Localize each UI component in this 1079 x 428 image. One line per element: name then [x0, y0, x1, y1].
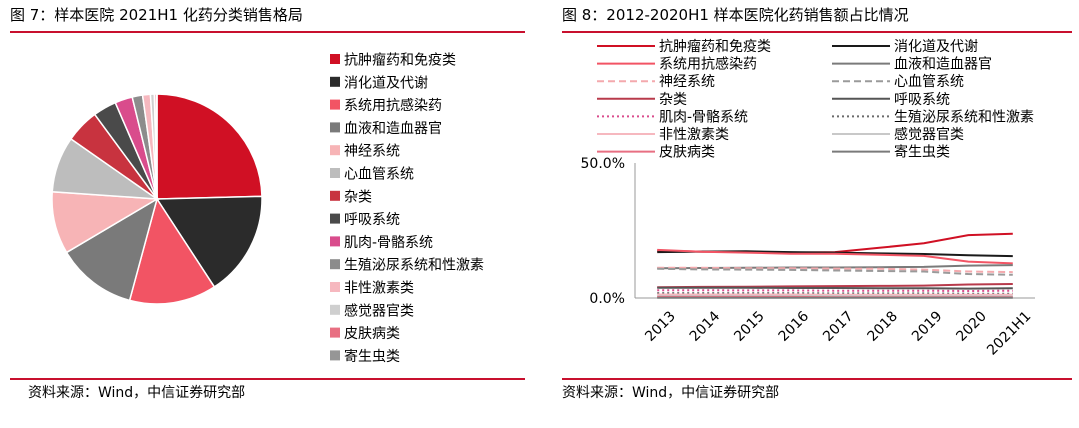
y-tick-label: 0.0% [589, 291, 625, 307]
series-line [657, 267, 1013, 276]
pie-legend-label: 非性激素类 [344, 280, 414, 297]
pie-slice [156, 93, 263, 200]
pie-legend-swatch [330, 168, 340, 178]
pie-legend-swatch [330, 259, 340, 270]
pie-legend-label: 肌肉-骨骼系统 [344, 235, 433, 251]
pie-figure-title: 图 7：样本医院 2021H1 化药分类销售格局 [10, 6, 303, 24]
pie-legend-label: 寄生虫类 [344, 348, 400, 365]
series-line [657, 289, 1013, 293]
y-tick-label: 50.0% [581, 156, 625, 172]
pie-legend-swatch [330, 350, 340, 361]
pie-legend-label: 皮肤病类 [344, 326, 400, 342]
line-source-note: 资料来源：Wind，中信证券研究部 [562, 385, 780, 401]
line-legend-label: 心血管系统 [894, 74, 964, 90]
pie-legend-swatch [330, 282, 340, 292]
series-line [657, 248, 1013, 265]
line-legend-label: 呼吸系统 [894, 92, 950, 108]
x-tick-label: 2015 [731, 308, 768, 345]
pie-legend-swatch [330, 236, 340, 247]
pie-chart: 抗肿瘤药和免疫类消化道及代谢系统用抗感染药血液和造血器官神经系统心血管系统杂类呼… [51, 52, 484, 365]
pie-legend-label: 血液和造血器官 [344, 121, 442, 137]
pie-legend-swatch [330, 190, 340, 201]
pie-legend-label: 消化道及代谢 [344, 75, 428, 91]
pie-legend-label: 抗肿瘤药和免疫类 [344, 52, 456, 69]
x-tick-label: 2016 [776, 308, 813, 345]
line-figure-title: 图 8：2012-2020H1 样本医院化药销售额占比情况 [562, 6, 909, 24]
pie-slice [128, 197, 216, 305]
series-line [657, 232, 1013, 254]
line-legend-label: 血液和造血器官 [894, 57, 992, 73]
line-legend-label: 感觉器官类 [894, 126, 964, 143]
pie-legend-swatch [330, 145, 340, 156]
pie-top-rule [10, 31, 525, 33]
series-line [657, 292, 1013, 295]
line-legend-label: 神经系统 [659, 74, 715, 90]
pie-legend-label: 心血管系统 [344, 167, 414, 183]
pie-slice [155, 195, 263, 288]
line-legend-label: 系统用抗感染药 [659, 56, 757, 73]
x-tick-label: 2019 [909, 308, 946, 345]
series-line [657, 266, 1013, 274]
line-bottom-rule [562, 378, 1072, 380]
x-tick-label: 2014 [687, 308, 724, 345]
x-tick-label: 2020 [953, 308, 990, 345]
line-legend-label: 寄生虫类 [894, 144, 950, 161]
line-legend-label: 消化道及代谢 [894, 39, 978, 55]
series-line [657, 286, 1013, 290]
line-panel: 图 8：2012-2020H1 样本医院化药销售额占比情况 抗肿瘤药和免疫类 消化… [553, 0, 1079, 428]
pie-legend-label: 神经系统 [344, 144, 400, 160]
pie-legend-swatch [330, 54, 340, 64]
pie-legend-swatch [330, 304, 340, 315]
x-tick-label: 2017 [820, 308, 857, 345]
pie-legend-label: 杂类 [344, 189, 372, 205]
line-legend-label: 肌肉-骨骼系统 [659, 109, 748, 125]
line-legend-label: 生殖泌尿系统和性激素 [894, 108, 1034, 125]
pie-bottom-rule [10, 378, 525, 380]
pie-legend-label: 感觉器官类 [344, 302, 414, 319]
x-tick-label: 2013 [642, 308, 679, 345]
pie-legend-swatch [330, 76, 340, 87]
pie-legend-label: 生殖泌尿系统和性激素 [344, 257, 484, 274]
pie-legend-label: 呼吸系统 [344, 212, 400, 228]
pie-legend-label: 系统用抗感染药 [344, 97, 442, 114]
pie-source-note: 资料来源：Wind，中信证券研究部 [28, 385, 246, 401]
pie-legend-swatch [330, 99, 340, 110]
pie-legend-swatch [330, 213, 340, 224]
pie-legend-swatch [330, 122, 340, 133]
line-top-rule [562, 31, 1072, 33]
x-tick-label: 2018 [865, 308, 902, 345]
line-legend-label: 杂类 [659, 92, 687, 108]
pie-slice [155, 93, 158, 200]
pie-legend-swatch [330, 327, 340, 338]
line-legend-label: 非性激素类 [659, 126, 729, 143]
pie-panel: 图 7：样本医院 2021H1 化药分类销售格局 抗肿瘤药和免疫类 消化道及代谢系… [0, 0, 530, 428]
line-legend-label: 抗肿瘤药和免疫类 [659, 38, 771, 55]
x-tick-label: 2021H1 [984, 308, 1034, 358]
pie-slice [65, 197, 159, 302]
line-legend-label: 皮肤病类 [659, 145, 715, 161]
